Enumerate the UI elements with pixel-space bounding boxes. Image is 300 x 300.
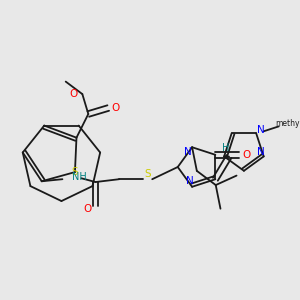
- Text: S: S: [144, 169, 151, 179]
- Text: O: O: [242, 150, 251, 160]
- Text: N: N: [257, 147, 265, 157]
- Text: H: H: [221, 143, 229, 153]
- Text: S: S: [72, 167, 78, 177]
- Text: N: N: [257, 125, 265, 135]
- Text: methyl: methyl: [275, 119, 300, 128]
- Text: N: N: [184, 147, 191, 157]
- Text: N: N: [186, 176, 194, 186]
- Text: O: O: [70, 89, 78, 99]
- Text: NH: NH: [72, 172, 87, 182]
- Text: O: O: [84, 203, 92, 214]
- Text: O: O: [112, 103, 120, 113]
